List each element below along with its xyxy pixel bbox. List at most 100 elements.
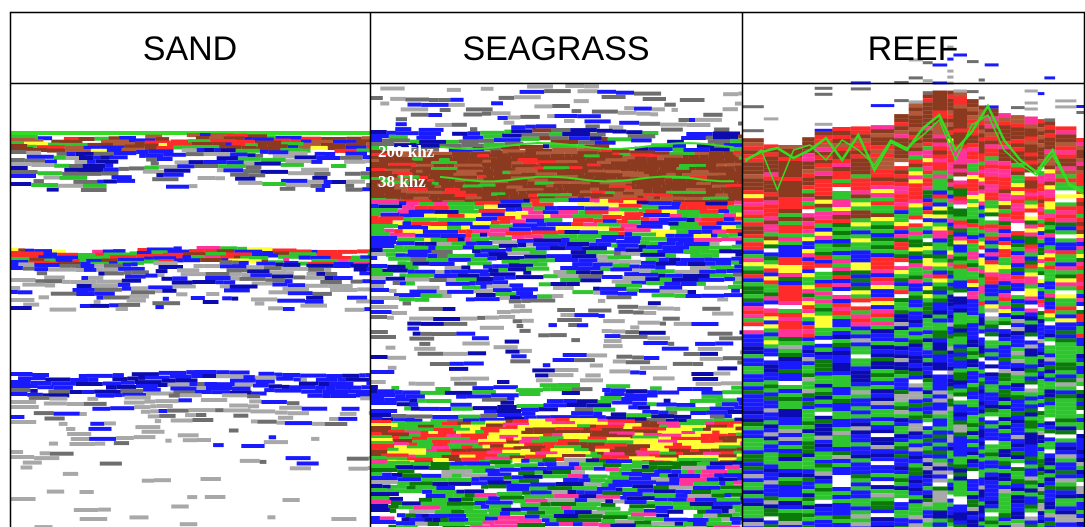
echo-return — [978, 433, 985, 438]
echo-return — [947, 394, 954, 399]
echo-return — [908, 111, 923, 116]
echo-return — [624, 189, 644, 194]
echo-return — [953, 92, 967, 97]
echo-return — [814, 291, 833, 296]
echo-return — [953, 224, 967, 229]
echo-return — [256, 146, 281, 151]
echo-return — [778, 409, 803, 413]
echo-return — [1024, 208, 1038, 213]
echo-return — [87, 396, 99, 401]
echo-return — [686, 419, 714, 423]
echo-return — [574, 358, 595, 363]
echo-return — [541, 518, 550, 523]
echo-return — [37, 171, 63, 176]
echo-return — [640, 447, 648, 452]
echo-return — [536, 151, 565, 156]
echo-return — [724, 143, 742, 148]
echo-return — [386, 460, 410, 465]
echo-return — [802, 177, 815, 182]
echo-return — [413, 160, 432, 165]
echo-return — [34, 263, 60, 268]
echo-return — [1011, 231, 1025, 236]
echo-return — [802, 233, 815, 238]
echo-return — [894, 422, 909, 427]
echo-return — [388, 524, 397, 527]
echo-return — [450, 402, 472, 407]
echo-return — [648, 147, 673, 152]
echo-return — [978, 421, 985, 426]
echo-return — [141, 429, 165, 434]
echo-return — [387, 365, 397, 370]
echo-return — [74, 160, 88, 164]
echo-return — [953, 100, 967, 105]
echo-return — [947, 57, 954, 61]
echo-return — [947, 382, 954, 387]
echo-return — [22, 282, 45, 287]
echo-return — [120, 388, 144, 393]
echo-return — [216, 370, 230, 375]
echo-return — [1037, 303, 1045, 308]
echo-return — [640, 252, 666, 257]
echo-return — [434, 185, 442, 189]
echo-return — [850, 262, 871, 267]
echo-return — [894, 270, 909, 275]
echo-return — [550, 502, 577, 506]
echo-return — [984, 492, 999, 497]
echo-return — [967, 335, 979, 340]
echo-return — [763, 372, 779, 377]
echo-return — [660, 196, 686, 201]
echo-return — [468, 517, 485, 522]
echo-return — [52, 255, 78, 260]
echo-return — [908, 175, 923, 180]
echo-return — [98, 507, 111, 512]
echo-return — [345, 187, 363, 192]
echo-return — [998, 269, 1011, 274]
echo-return — [743, 142, 764, 147]
echo-return — [850, 158, 871, 163]
echo-return — [590, 433, 617, 438]
echo-return — [564, 119, 575, 123]
echo-return — [978, 521, 985, 526]
echo-return — [561, 238, 570, 242]
echo-return — [967, 263, 979, 268]
echo-return — [544, 89, 571, 94]
echo-return — [676, 261, 688, 266]
echo-return — [457, 160, 483, 165]
echo-return — [432, 518, 441, 522]
echo-return — [287, 145, 299, 150]
echo-return — [978, 429, 985, 434]
echo-return — [922, 418, 933, 423]
echo-return — [953, 416, 967, 421]
echo-return — [814, 419, 833, 424]
echo-return — [243, 161, 255, 166]
echo-return — [932, 298, 948, 303]
echo-return — [802, 385, 815, 390]
echo-return — [454, 163, 482, 168]
echo-return — [225, 145, 242, 150]
echo-return — [611, 243, 618, 248]
echo-return — [894, 298, 909, 303]
echo-return — [250, 409, 276, 414]
echo-return — [850, 470, 871, 475]
echo-return — [894, 238, 909, 243]
echo-return — [325, 386, 336, 390]
echo-return — [719, 430, 742, 435]
echo-return — [616, 239, 641, 244]
echo-return — [550, 415, 579, 420]
echo-return — [778, 313, 803, 317]
echo-return — [121, 380, 135, 385]
echo-return — [571, 506, 597, 511]
echo-return — [407, 269, 415, 274]
echo-return — [411, 217, 438, 222]
echo-return — [330, 288, 358, 292]
echo-return — [832, 367, 851, 371]
echo-return — [922, 214, 933, 219]
echo-return — [763, 504, 779, 509]
echo-return — [953, 488, 967, 493]
echo-return — [452, 175, 478, 180]
echo-return — [1044, 141, 1056, 146]
echo-return — [802, 313, 815, 318]
echo-return — [611, 279, 632, 284]
echo-return — [451, 473, 462, 478]
echo-return — [131, 372, 159, 377]
